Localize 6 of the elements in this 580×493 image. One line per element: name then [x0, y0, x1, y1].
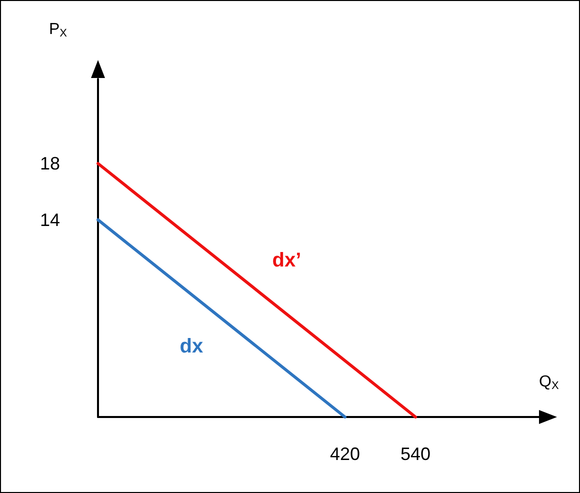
y-tick-label: 18: [40, 154, 60, 174]
x-tick-label: 540: [400, 444, 431, 464]
x-tick-label: 420: [330, 444, 360, 464]
series-label: dx: [180, 335, 204, 358]
series-label: dx’: [272, 249, 302, 272]
y-tick-label: 14: [40, 210, 60, 230]
